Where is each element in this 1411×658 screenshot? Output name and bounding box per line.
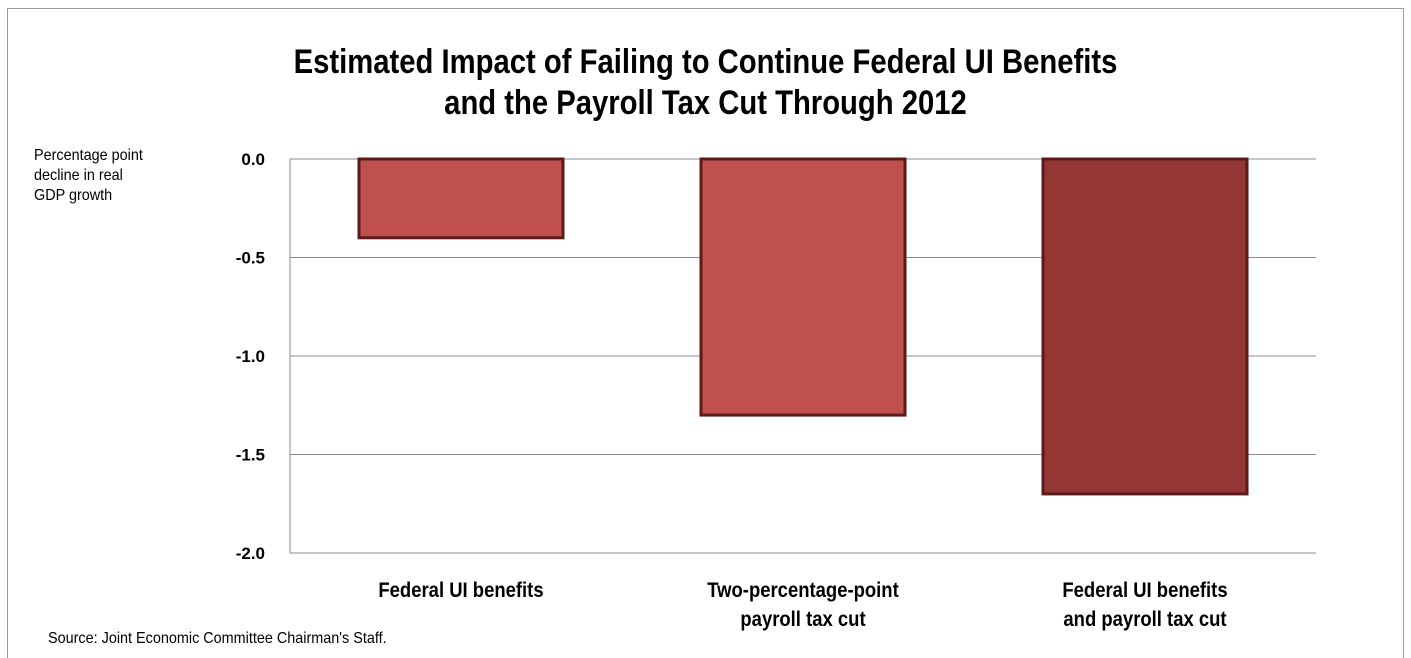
y-tick-label: -2.0: [236, 544, 265, 563]
y-tick-label: -0.5: [236, 249, 265, 268]
chart-frame: [7, 8, 1404, 658]
y-axis-label: Percentage point decline in real GDP gro…: [34, 146, 205, 206]
x-category-label: Two-percentage-point: [707, 579, 899, 602]
chart-title-line-1: Estimated Impact of Failing to Continue …: [293, 43, 1118, 81]
bar: [699, 157, 907, 417]
y-tick-label: -1.0: [236, 347, 265, 366]
y-axis-label-line-1: Percentage point: [34, 147, 143, 164]
x-category-label: and payroll tax cut: [1063, 608, 1227, 631]
bar: [357, 157, 565, 240]
y-tick-label: -1.5: [236, 446, 265, 465]
x-category-label: Federal UI benefits: [378, 579, 543, 602]
x-category-label: Federal UI benefits: [1062, 579, 1227, 602]
source-note: Source: Joint Economic Committee Chairma…: [48, 630, 387, 647]
bar: [1041, 157, 1249, 496]
y-axis-label-line-3: GDP growth: [34, 187, 113, 204]
y-axis-label-line-2: decline in real: [34, 167, 123, 184]
y-tick-label: 0.0: [241, 150, 265, 169]
chart-title: Estimated Impact of Failing to Continue …: [99, 42, 1312, 124]
chart-title-line-2: and the Payroll Tax Cut Through 2012: [444, 84, 967, 122]
x-category-label: payroll tax cut: [740, 608, 866, 631]
